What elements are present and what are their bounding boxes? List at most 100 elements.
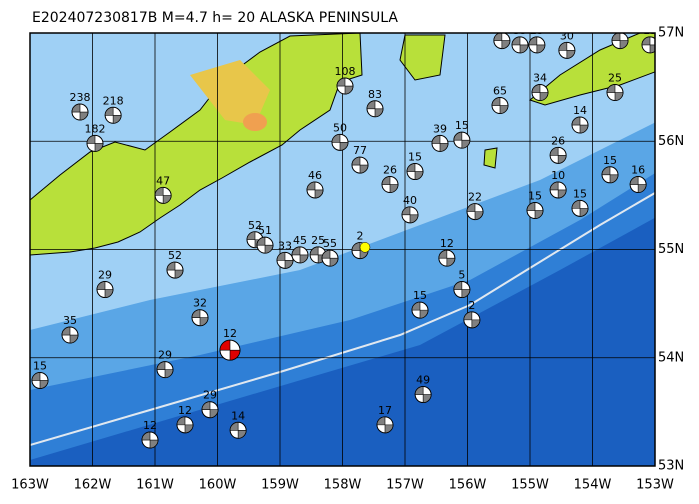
ball-quadrant: [191, 309, 209, 326]
x-tick-label: 157W: [386, 478, 424, 493]
focal-mechanism: 2: [351, 230, 369, 260]
focal-mechanism: 5: [453, 269, 471, 299]
focal-mechanism: 15: [453, 119, 471, 149]
focal-mechanism: 39: [511, 33, 529, 54]
focal-mechanism: 15: [406, 151, 424, 181]
depth-label: 40: [403, 194, 417, 207]
focal-mechanism: 12: [141, 419, 159, 449]
frame: [29, 32, 656, 467]
focal-mechanism: 47: [154, 174, 172, 204]
ball-quadrant: [571, 116, 589, 134]
depth-label: 14: [231, 409, 245, 422]
depth-label: 15: [413, 289, 427, 302]
highland: [190, 60, 270, 125]
focal-mechanism: 12: [176, 404, 194, 434]
depth-label: 15: [603, 154, 617, 167]
ball-quadrant: [141, 431, 159, 449]
depth-label: 218: [103, 94, 124, 107]
depth-label: 5: [458, 269, 465, 282]
ball-quadrant: [336, 77, 354, 95]
depth-label: 55: [323, 237, 337, 250]
focal-mechanism: 25: [606, 72, 624, 102]
ball-quadrant: [154, 187, 172, 204]
ball-quadrant: [229, 421, 247, 439]
depth-label: 16: [631, 164, 645, 177]
depth-label: 52: [168, 249, 182, 262]
depth-label: 15: [408, 151, 422, 164]
ball-quadrant: [528, 36, 546, 54]
depth-label: 65: [493, 85, 507, 98]
ball-quadrant: [381, 176, 399, 193]
depth-label: 83: [368, 88, 382, 101]
ball-quadrant: [629, 176, 647, 193]
depth-label: 12: [223, 327, 237, 340]
depth-label: 2: [357, 230, 364, 243]
ball-quadrant: [31, 372, 49, 389]
depth-label: 26: [383, 164, 397, 177]
focal-mechanism: 52: [166, 249, 184, 279]
focal-mechanism: 40: [401, 194, 419, 224]
focal-mechanism: 50: [331, 121, 349, 151]
ball-quadrant: [466, 203, 484, 220]
title: E202407230817B M=4.7 h= 20 ALASKA PENINS…: [32, 10, 398, 26]
ball-quadrant: [71, 103, 89, 121]
ball-quadrant: [411, 301, 429, 319]
depth-label: 14: [573, 104, 587, 117]
x-tick-label: 158W: [324, 478, 362, 493]
depth-label: 108: [335, 65, 356, 78]
y-tick-label: 53N: [658, 459, 684, 474]
focal-mechanism: 14: [571, 104, 589, 134]
y-tick-label: 56N: [658, 134, 684, 149]
ball-quadrant: [549, 181, 567, 199]
depth-label: 51: [258, 224, 272, 237]
peak: [243, 113, 267, 131]
ball-quadrant: [331, 134, 349, 151]
focal-mechanism: 49: [414, 374, 432, 404]
ball-quadrant: [606, 84, 624, 101]
depth-label: 50: [333, 121, 347, 134]
ball-quadrant: [276, 252, 294, 269]
depth-label: 29: [98, 269, 112, 282]
x-tick-label: 154W: [574, 478, 612, 493]
focal-mechanism: 16: [629, 164, 647, 194]
ball-quadrant: [104, 106, 122, 124]
ball-quadrant: [86, 135, 104, 152]
ball-quadrant: [96, 281, 114, 298]
x-tick-label: 160W: [199, 478, 237, 493]
focal-mechanism: 26: [549, 134, 567, 164]
focal-mechanism: 65: [491, 85, 509, 115]
depth-label: 10: [551, 169, 565, 182]
depth-label: 15: [573, 187, 587, 200]
focal-mechanism: 51: [256, 224, 274, 254]
depth-label: 12: [440, 237, 454, 250]
ball-quadrant: [406, 163, 424, 180]
focal-mechanism: 22: [466, 191, 484, 221]
depth-label: 12: [143, 419, 157, 432]
focal-mechanism: 39: [431, 122, 449, 152]
ball-quadrant: [453, 131, 471, 149]
focal-mechanism: 15: [601, 154, 619, 184]
focal-mechanism: 25: [528, 33, 546, 54]
focal-mechanism: 17: [376, 404, 394, 434]
focal-mechanism: 15: [526, 190, 544, 220]
depth-label: 52: [248, 219, 262, 232]
trench-line: [30, 191, 655, 446]
ball-quadrant: [291, 246, 309, 264]
ball-quadrant: [511, 36, 529, 54]
depth-label: 25: [311, 234, 325, 247]
depth-label: 15: [455, 119, 469, 132]
focal-mechanism: 15: [571, 187, 589, 217]
depth-label: 29: [203, 389, 217, 402]
ball-quadrant: [438, 249, 456, 267]
focal-mechanism: 83: [366, 88, 384, 118]
island: [399, 34, 446, 81]
ball-quadrant: [306, 181, 324, 199]
depth-label: 15: [643, 24, 657, 37]
depth-label: 46: [308, 169, 322, 182]
x-tick-label: 161W: [136, 478, 174, 493]
depth-label: 12: [178, 404, 192, 417]
focal-mechanism: 33: [276, 239, 294, 269]
ball-quadrant: [526, 202, 544, 219]
ball-quadrant: [366, 100, 384, 118]
